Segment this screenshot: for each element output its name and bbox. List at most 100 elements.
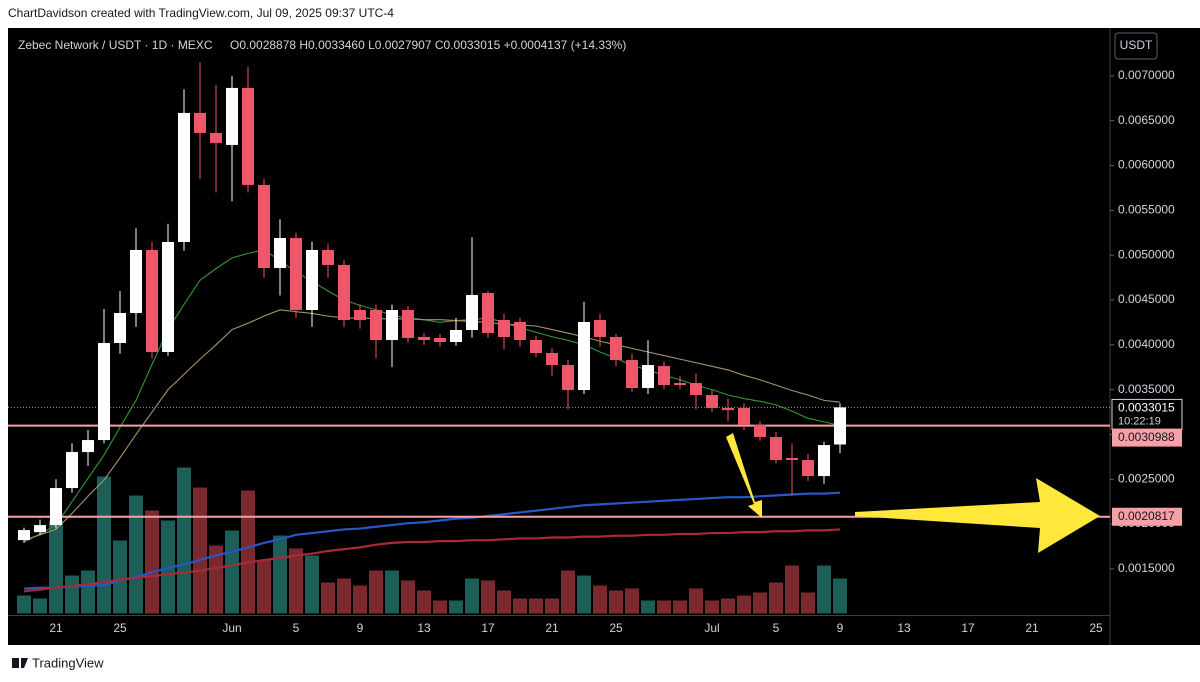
candle-body (162, 241, 174, 353)
y-tick-label: 0.0025000 (1118, 471, 1175, 485)
candle-body (642, 365, 654, 389)
candle-body (354, 310, 366, 321)
volume-bar (513, 598, 527, 614)
volume-bar (737, 595, 751, 614)
candle-body (530, 340, 542, 354)
candle-body (466, 294, 478, 331)
volume-bar (321, 582, 335, 614)
volume-bar (753, 592, 767, 614)
candle-body (802, 460, 814, 477)
candle-body (418, 337, 430, 341)
x-tick-label: 25 (113, 621, 127, 635)
candle-body (834, 407, 846, 445)
volume-bar (817, 565, 831, 614)
volume-bar (625, 588, 639, 614)
volume-bar (97, 476, 111, 614)
plot-area (8, 62, 1110, 614)
volume-bar (113, 540, 127, 614)
candle-body (706, 395, 718, 409)
level-box (1112, 507, 1182, 526)
volume-bar (785, 565, 799, 614)
y-tick-label: 0.0050000 (1118, 247, 1175, 261)
candle-body (50, 488, 62, 526)
logo-mark (12, 658, 19, 668)
candle-body (498, 320, 510, 338)
x-tick-label: 9 (837, 621, 844, 635)
volume-bar (49, 520, 63, 614)
x-tick-label: 21 (1025, 621, 1039, 635)
volume-bar (657, 600, 671, 614)
volume-bar (433, 600, 447, 614)
volume-bar (561, 570, 575, 614)
volume-bar (273, 535, 287, 614)
symbol: Zebec Network / USDT · 1D · MEXC (18, 38, 213, 52)
candle-body (306, 249, 318, 311)
candle-body (82, 440, 94, 453)
candle-body (290, 237, 302, 311)
y-tick-label: 0.0015000 (1118, 561, 1175, 575)
candle-body (274, 237, 286, 268)
level-box (1112, 428, 1182, 447)
volume-bar (193, 487, 207, 614)
volume-bar (641, 600, 655, 614)
candle-body (226, 87, 238, 145)
volume-bar (529, 598, 543, 614)
volume-bar (609, 590, 623, 614)
candle-body (578, 322, 590, 391)
candle-body (18, 530, 30, 541)
candle-body (66, 452, 78, 489)
brand: TradingView (32, 655, 104, 670)
volume-bar (705, 600, 719, 614)
volume-bar (369, 570, 383, 614)
countdown-label: 10:22:19 (1118, 415, 1161, 427)
candle-body (514, 322, 526, 341)
volume-bar (225, 530, 239, 614)
x-tick-label: Jul (704, 621, 719, 635)
volume-bar (801, 592, 815, 614)
candle-body (738, 408, 750, 426)
x-tick-label: 13 (897, 621, 911, 635)
volume-bar (833, 578, 847, 614)
y-tick-label: 0.0055000 (1118, 203, 1175, 217)
y-tick-label: 0.0065000 (1118, 113, 1175, 127)
volume-bar (129, 495, 143, 614)
volume-bar (353, 585, 367, 614)
currency-badge[interactable] (1114, 32, 1158, 60)
volume-bar (721, 598, 735, 614)
x-tick-label: 25 (1089, 621, 1103, 635)
moving-average (23, 249, 841, 543)
y-tick-label: 0.0045000 (1118, 292, 1175, 306)
annotation-arrows (726, 433, 1100, 553)
candle-body (450, 330, 462, 343)
volume-bar (17, 595, 31, 614)
volume-bar (385, 570, 399, 614)
x-tick-label: 5 (773, 621, 780, 635)
x-tick-label: 25 (609, 621, 623, 635)
candle-body (546, 353, 558, 366)
x-tick-label: 5 (293, 621, 300, 635)
candle-body (658, 366, 670, 386)
volume-bar (689, 588, 703, 614)
candle-body (674, 383, 686, 386)
volume-bar (305, 555, 319, 614)
candle-body (594, 320, 606, 338)
volume-bar (81, 570, 95, 614)
volume-bar (209, 545, 223, 614)
candle-body (562, 365, 574, 391)
candle-body (690, 383, 702, 396)
header: ChartDavidson created with TradingView.c… (8, 6, 394, 20)
current-price-box (1111, 398, 1183, 430)
volume-bar (673, 600, 687, 614)
candle-body (754, 425, 766, 438)
volume-bar (769, 582, 783, 614)
brand-logo (12, 658, 28, 668)
volume-bar (337, 578, 351, 614)
x-tick-label: 21 (49, 621, 63, 635)
volume-bar (257, 560, 271, 614)
moving-average (23, 528, 841, 593)
candle-body (818, 445, 830, 477)
candle-body (626, 360, 638, 389)
volume-bar (33, 598, 47, 614)
